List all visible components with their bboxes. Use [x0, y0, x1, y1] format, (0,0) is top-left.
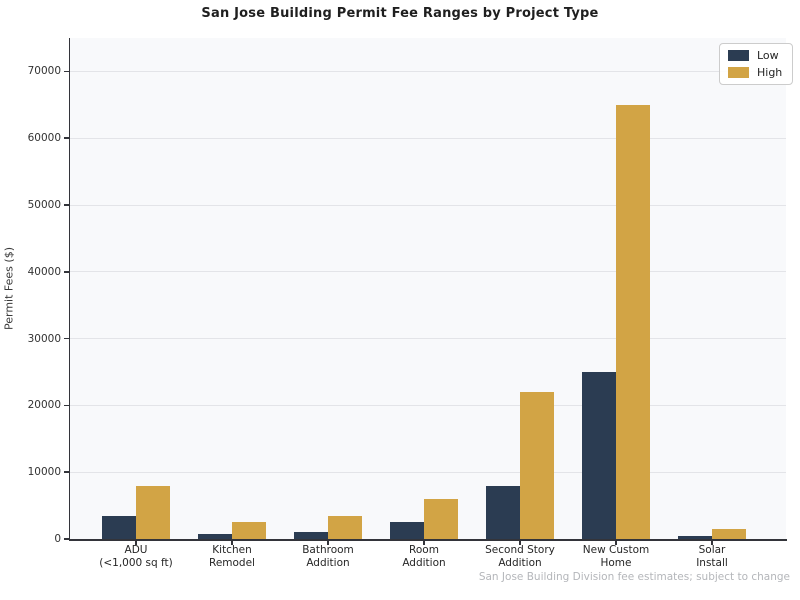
x-tick-mark	[423, 541, 425, 545]
y-tick-mark	[64, 70, 69, 73]
legend-label-high: High	[757, 66, 783, 79]
y-tick-label-0: 0	[54, 533, 61, 545]
gridline-50000	[70, 204, 786, 206]
y-tick-mark	[64, 471, 69, 473]
y-tick-label-60000: 60000	[27, 132, 61, 145]
y-tick-mark	[64, 204, 69, 206]
gridline-30000	[70, 338, 786, 340]
x-tick-label-4: Second Story Addition	[485, 544, 555, 569]
legend-swatch-low-icon	[728, 50, 749, 61]
x-tick-mark	[519, 541, 521, 545]
bar-high-2	[328, 515, 362, 539]
y-tick-label-40000: 40000	[27, 265, 61, 278]
gridline-60000	[70, 137, 786, 139]
x-tick-label-3: Room Addition	[402, 544, 446, 569]
chart-title: San Jose Building Permit Fee Ranges by P…	[201, 6, 599, 21]
y-tick-label-10000: 10000	[27, 466, 61, 479]
x-tick-label-0: ADU (<1,000 sq ft)	[99, 544, 173, 569]
legend-item-high: High	[728, 67, 782, 78]
bar-low-5	[582, 372, 616, 539]
bar-low-1	[198, 533, 232, 539]
bar-high-3	[424, 498, 458, 539]
x-tick-label-5: New Custom Home	[582, 544, 650, 569]
y-tick-mark	[64, 137, 69, 139]
legend: Low High	[719, 43, 794, 85]
y-tick-label-70000: 70000	[27, 65, 61, 78]
legend-swatch-high-icon	[728, 67, 749, 78]
x-tick-mark	[711, 541, 713, 545]
bar-high-4	[520, 392, 554, 539]
y-tick-mark	[64, 404, 69, 407]
y-tick-mark	[64, 337, 69, 340]
y-tick-label-50000: 50000	[27, 199, 61, 211]
x-tick-mark	[231, 541, 233, 545]
gridline-10000	[70, 471, 786, 473]
x-tick-mark	[135, 541, 137, 545]
y-axis-label: Permit Fees ($)	[2, 247, 16, 330]
x-tick-label-1: Kitchen Remodel	[209, 544, 255, 569]
x-tick-label-2: Bathroom Addition	[302, 544, 354, 569]
gridline-40000	[70, 271, 786, 273]
y-axis-spine	[68, 38, 70, 541]
bar-low-2	[294, 532, 328, 539]
gridline-20000	[70, 404, 786, 406]
bar-high-1	[232, 522, 266, 539]
x-tick-mark	[327, 541, 329, 545]
y-tick-label-20000: 20000	[27, 399, 61, 412]
bar-low-0	[102, 515, 136, 539]
bar-low-3	[390, 522, 424, 539]
x-axis-spine	[68, 539, 787, 541]
x-tick-mark	[615, 541, 617, 545]
legend-label-low: Low	[757, 49, 779, 62]
x-tick-label-6: Solar Install	[696, 544, 728, 569]
bar-low-6	[678, 535, 712, 539]
bar-high-0	[136, 485, 170, 539]
gridline-70000	[70, 70, 786, 72]
plot-area	[70, 38, 786, 539]
y-tick-mark	[64, 271, 69, 273]
legend-item-low: Low	[728, 50, 782, 61]
bar-low-4	[486, 485, 520, 539]
y-tick-label-30000: 30000	[27, 332, 61, 345]
bar-high-6	[712, 528, 746, 539]
source-note: San Jose Building Division fee estimates…	[478, 571, 790, 583]
y-tick-mark	[64, 538, 69, 540]
bar-high-5	[616, 104, 650, 539]
